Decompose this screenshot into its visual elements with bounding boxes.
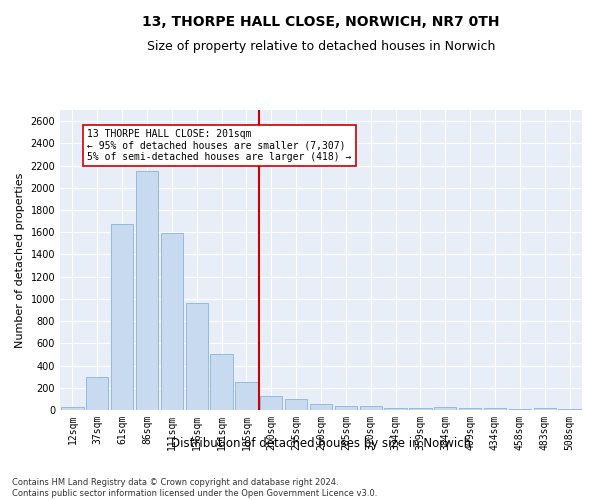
Y-axis label: Number of detached properties: Number of detached properties	[15, 172, 25, 348]
Bar	[86, 376, 109, 410]
Bar	[310, 404, 332, 410]
Bar	[359, 406, 382, 410]
Bar	[211, 354, 233, 410]
Text: Distribution of detached houses by size in Norwich: Distribution of detached houses by size …	[171, 437, 471, 450]
Bar	[260, 396, 283, 410]
Bar	[459, 408, 481, 410]
Bar	[136, 171, 158, 410]
Text: Size of property relative to detached houses in Norwich: Size of property relative to detached ho…	[147, 40, 495, 53]
Bar	[285, 399, 307, 410]
Bar	[335, 406, 357, 410]
Text: 13, THORPE HALL CLOSE, NORWICH, NR7 0TH: 13, THORPE HALL CLOSE, NORWICH, NR7 0TH	[142, 15, 500, 29]
Bar	[484, 408, 506, 410]
Bar	[185, 304, 208, 410]
Bar	[409, 408, 431, 410]
Bar	[533, 408, 556, 410]
Bar	[434, 406, 457, 410]
Bar	[235, 382, 257, 410]
Bar	[385, 408, 407, 410]
Text: Contains HM Land Registry data © Crown copyright and database right 2024.
Contai: Contains HM Land Registry data © Crown c…	[12, 478, 377, 498]
Bar	[161, 233, 183, 410]
Text: 13 THORPE HALL CLOSE: 201sqm
← 95% of detached houses are smaller (7,307)
5% of : 13 THORPE HALL CLOSE: 201sqm ← 95% of de…	[88, 129, 352, 162]
Bar	[111, 224, 133, 410]
Bar	[61, 407, 83, 410]
